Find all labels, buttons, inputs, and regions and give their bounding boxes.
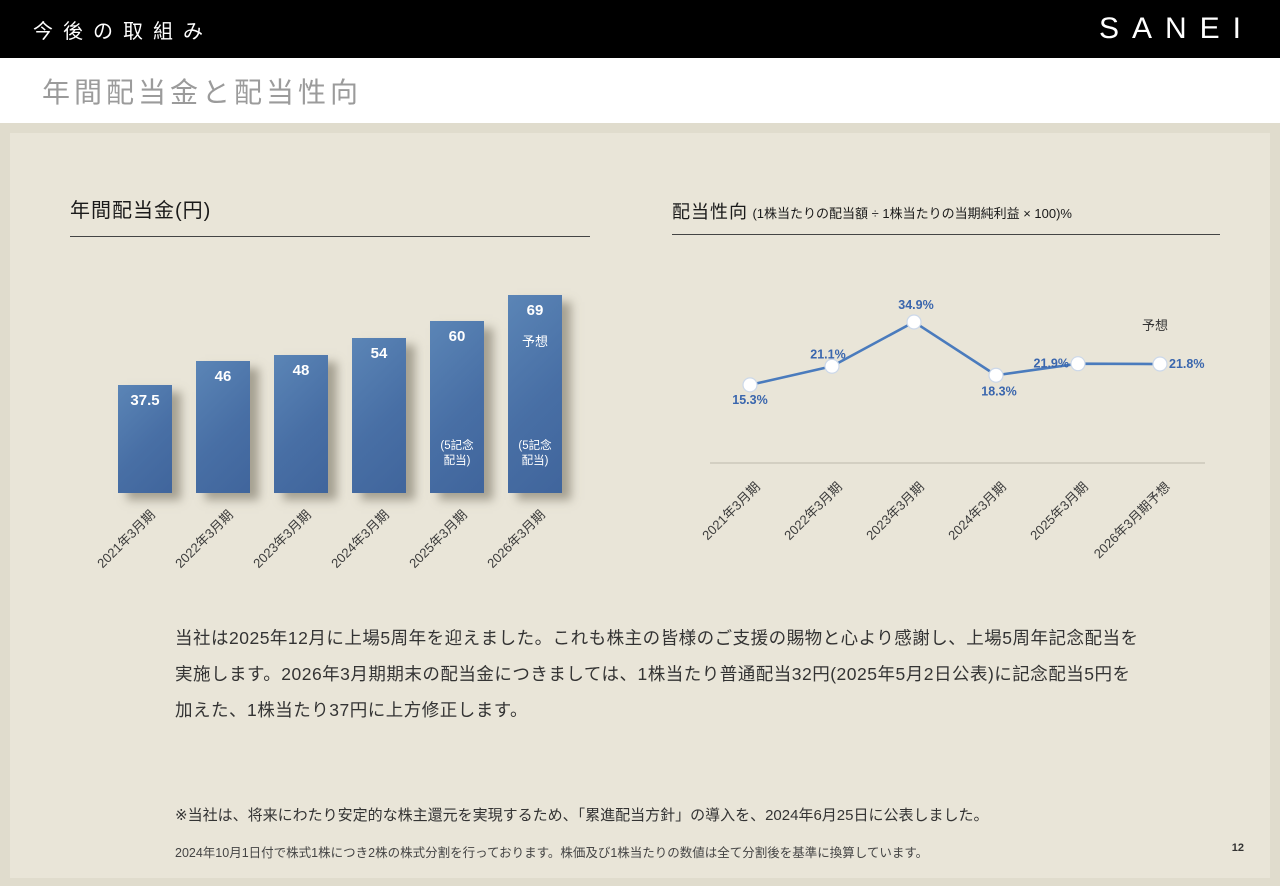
bar-value-label: 60 <box>448 328 466 345</box>
company-logo: SANEI <box>1098 12 1254 45</box>
line-point <box>906 314 922 330</box>
line-point <box>742 377 758 393</box>
forecast-label: 予想 <box>1142 318 1168 333</box>
body-paragraph: 当社は2025年12月に上場5周年を迎えました。これも株主の皆様のご支援の賜物と… <box>175 628 1139 720</box>
bar-value-label: 54 <box>370 345 388 362</box>
bar: 54 <box>352 338 406 493</box>
line-chart-subtitle: (1株当たりの配当額 ÷ 1株当たりの当期純利益 × 100)% <box>752 206 1072 221</box>
point-label: 15.3% <box>732 393 767 407</box>
bar-note: (5記念 配当) <box>440 440 474 467</box>
line-chart-title: 配当性向 (1株当たりの配当額 ÷ 1株当たりの当期純利益 × 100)% <box>672 198 1220 235</box>
dividend-payout-line <box>749 320 1161 387</box>
line-point <box>988 367 1004 383</box>
bar: 69 予想 (5記念 配当) <box>508 295 562 493</box>
bar-forecast-label: 予想 <box>521 334 548 349</box>
section-header: 今後の取組み SANEI <box>0 0 1280 58</box>
line-chart-svg: 15.3% 21.1% 34.9% 18.3% 21.9% 21.8% 予想 <box>710 298 1205 464</box>
bar-note: (5記念 配当) <box>518 440 552 467</box>
bar: 48 <box>274 355 328 493</box>
page-title: 年間配当金と配当性向 <box>42 76 363 108</box>
point-label: 18.3% <box>981 384 1016 398</box>
point-label: 21.8% <box>1169 357 1204 371</box>
line-point <box>1152 356 1168 372</box>
page-number: 12 <box>1231 842 1244 854</box>
bar-chart: 37.5 46 48 54 60 (5記念 配当) 69 予想 (5記念 配当) <box>118 285 562 493</box>
line-point <box>1070 356 1086 372</box>
split-footnote: 2024年10月1日付で株式1株につき2株の株式分割を行っております。株価及び1… <box>175 846 929 860</box>
bar-value-label: 37.5 <box>130 392 160 409</box>
bar: 37.5 <box>118 385 172 493</box>
bar: 46 <box>196 361 250 493</box>
bar: 60 (5記念 配当) <box>430 321 484 493</box>
title-band: 年間配当金と配当性向 <box>0 58 1280 123</box>
point-label: 21.9% <box>1034 357 1069 371</box>
policy-note: ※当社は、将来にわたり安定的な株主還元を実現するため、「累進配当方針」の導入を、… <box>175 807 989 824</box>
point-label: 21.1% <box>810 347 845 361</box>
point-label: 34.9% <box>898 298 933 312</box>
bar-value-label: 46 <box>214 368 232 385</box>
bar-value-label: 69 <box>526 302 544 319</box>
content-card <box>10 133 1270 878</box>
line-point <box>824 358 840 374</box>
line-chart-title-main: 配当性向 <box>672 202 748 222</box>
bar-chart-title: 年間配当金(円) <box>70 194 590 237</box>
bar-value-label: 48 <box>292 362 310 379</box>
section-label: 今後の取組み <box>33 20 213 43</box>
